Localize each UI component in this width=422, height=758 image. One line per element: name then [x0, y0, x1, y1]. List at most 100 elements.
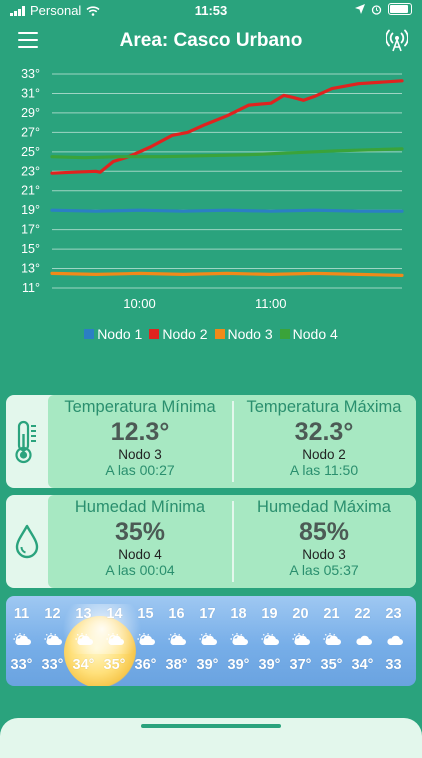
app-header: Area: Casco Urbano — [0, 26, 422, 58]
chart-legend: Nodo 1 Nodo 2 Nodo 3 Nodo 4 — [0, 326, 422, 342]
y-tick-label: 25° — [21, 145, 40, 159]
forecast-temp: 34° — [72, 657, 95, 673]
partly-cloudy-icon — [99, 632, 130, 650]
y-tick-label: 11° — [22, 281, 40, 295]
y-tick-label: 17° — [21, 223, 40, 237]
forecast-temp: 33° — [41, 657, 64, 673]
legend-item[interactable]: Nodo 4 — [279, 326, 338, 342]
page-title: Area: Casco Urbano — [119, 30, 303, 51]
forecast-hour: 16 — [168, 606, 185, 622]
legend-label: Nodo 2 — [162, 326, 208, 342]
alarm-icon — [371, 4, 382, 15]
legend-swatch — [84, 329, 95, 339]
hourly-forecast[interactable]: 11 12 13 14 15 16 17 18 19 20 21 22 23 33° 33° 34° 35° 3… — [6, 596, 416, 686]
legend-swatch — [279, 329, 290, 339]
forecast-hour: 13 — [75, 606, 92, 622]
legend-swatch — [214, 329, 225, 339]
partly-cloudy-icon — [68, 632, 99, 650]
y-tick-label: 21° — [21, 184, 40, 198]
forecast-hour: 15 — [137, 606, 154, 622]
signal-icon — [10, 5, 25, 16]
cloudy-icon — [347, 632, 378, 650]
forecast-hours-row: 11 12 13 14 15 16 17 18 19 20 21 22 23 — [6, 606, 416, 622]
forecast-temp: 35° — [320, 657, 343, 673]
partly-cloudy-icon — [285, 632, 316, 650]
y-tick-label: 33° — [21, 67, 40, 81]
series-line-nodo-2 — [50, 79, 404, 175]
forecast-temp: 36° — [134, 657, 157, 673]
forecast-temp: 33 — [385, 657, 402, 673]
y-tick-label: 31° — [21, 86, 40, 100]
forecast-hour: 21 — [323, 606, 340, 622]
humidity-card: Humedad Mínima 35% Nodo 4 A las 00:04 Hu… — [6, 495, 416, 588]
partly-cloudy-icon — [161, 632, 192, 650]
legend-item[interactable]: Nodo 3 — [214, 326, 273, 342]
partly-cloudy-icon — [6, 632, 37, 650]
bottom-sheet[interactable] — [0, 718, 422, 758]
humidity-min-node: Nodo 4 — [118, 547, 162, 562]
forecast-hour: 17 — [199, 606, 216, 622]
partly-cloudy-icon — [316, 632, 347, 650]
legend-item[interactable]: Nodo 2 — [149, 326, 208, 342]
temperature-min-value: 12.3° — [110, 418, 170, 446]
series-line-nodo-3 — [50, 271, 404, 277]
y-tick-label: 23° — [21, 164, 40, 178]
humidity-min-value: 35% — [114, 518, 166, 546]
forecast-temp: 35° — [103, 657, 126, 673]
partly-cloudy-icon — [223, 632, 254, 650]
battery-icon — [388, 3, 412, 15]
forecast-hour: 23 — [385, 606, 402, 622]
humidity-max-time: A las 05:37 — [289, 562, 359, 578]
partly-cloudy-icon — [254, 632, 285, 650]
forecast-temp: 39° — [227, 657, 250, 673]
temperature-card: Temperatura Mínima 12.3° Nodo 3 A las 00… — [6, 395, 416, 488]
partly-cloudy-icon — [37, 632, 68, 650]
humidity-max-label: Humedad Máxima — [257, 498, 391, 516]
x-tick-label: 11:00 — [255, 296, 287, 311]
forecast-temps-row: 33° 33° 34° 35° 36° 38° 39° 39° 39° 37° 35° 34° 33 — [6, 657, 416, 673]
temperature-min: Temperatura Mínima 12.3° Nodo 3 A las 00… — [48, 395, 232, 488]
temperature-max-label: Temperatura Máxima — [246, 398, 402, 416]
y-tick-label: 19° — [21, 203, 40, 217]
temperature-min-label: Temperatura Mínima — [64, 398, 216, 416]
thermometer-icon — [6, 395, 48, 488]
water-drop-icon — [6, 495, 48, 588]
series-line-nodo-1 — [50, 208, 404, 213]
humidity-min-time: A las 00:04 — [105, 562, 175, 578]
temperature-chart: 33° 31° 29° 27° 25° 23° 21° 19° 17° 15° 13° 11° 10:0… — [21, 67, 404, 311]
forecast-icons-row — [6, 632, 416, 650]
y-tick-label: 15° — [21, 242, 40, 256]
menu-button[interactable] — [18, 32, 38, 48]
humidity-max-node: Nodo 3 — [302, 547, 346, 562]
forecast-temp: 38° — [165, 657, 188, 673]
drag-handle[interactable] — [141, 724, 281, 728]
forecast-hour: 20 — [292, 606, 309, 622]
cloudy-icon — [378, 632, 409, 650]
status-bar: Personal 11:53 — [0, 0, 422, 22]
antenna-icon[interactable] — [386, 28, 408, 52]
carrier-name: Personal — [30, 3, 82, 18]
temperature-max-node: Nodo 2 — [302, 447, 346, 462]
forecast-temp: 33° — [10, 657, 33, 673]
forecast-temp: 34° — [351, 657, 374, 673]
temperature-stats: Temperatura Mínima 12.3° Nodo 3 A las 00… — [48, 395, 416, 488]
humidity-max-value: 85% — [298, 518, 350, 546]
partly-cloudy-icon — [192, 632, 223, 650]
humidity-min-label: Humedad Mínima — [74, 498, 206, 516]
humidity-stats: Humedad Mínima 35% Nodo 4 A las 00:04 Hu… — [48, 495, 416, 588]
forecast-temp: 39° — [196, 657, 219, 673]
wifi-icon — [86, 5, 100, 16]
humidity-max: Humedad Máxima 85% Nodo 3 A las 05:37 — [232, 495, 416, 588]
x-tick-label: 10:00 — [123, 296, 156, 311]
y-tick-label: 13° — [21, 262, 40, 276]
forecast-hour: 19 — [261, 606, 278, 622]
status-right — [355, 3, 412, 15]
legend-label: Nodo 4 — [292, 326, 338, 342]
series-line-nodo-4 — [50, 147, 404, 160]
legend-item[interactable]: Nodo 1 — [84, 326, 142, 342]
forecast-hour: 12 — [44, 606, 61, 622]
legend-swatch — [149, 329, 160, 339]
forecast-hour: 14 — [106, 606, 123, 622]
temperature-min-node: Nodo 3 — [118, 447, 162, 462]
temperature-max: Temperatura Máxima 32.3° Nodo 2 A las 11… — [232, 395, 416, 488]
